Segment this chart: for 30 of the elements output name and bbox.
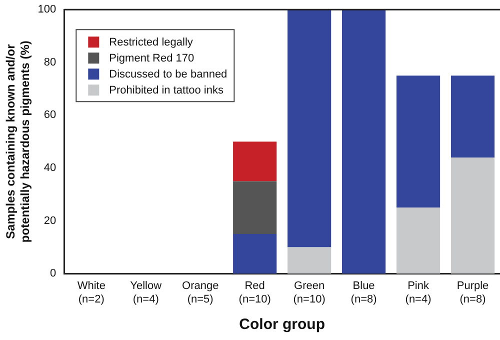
x-tick-label: Red (n=10) <box>238 280 271 306</box>
bar <box>288 10 332 248</box>
y-tick-label: 20 <box>44 214 56 227</box>
x-tick-label: Purple (n=8) <box>456 280 489 306</box>
bar <box>396 76 440 208</box>
legend-label: Discussed to be banned <box>109 68 228 81</box>
legend-label: Pigment Red 170 <box>109 52 194 65</box>
x-tick-label: Green (n=10) <box>293 280 326 306</box>
bar <box>233 234 277 274</box>
bar <box>396 208 440 274</box>
y-tick-label: 0 <box>50 268 56 280</box>
x-tick-label: Blue (n=8) <box>350 280 377 306</box>
y-tick-label: 60 <box>44 109 56 122</box>
legend-label: Restricted legally <box>109 36 194 49</box>
legend-label: Prohibited in tattoo inks <box>109 84 224 97</box>
x-tick-label: Yellow (n=4) <box>130 280 162 306</box>
y-tick-label: 40 <box>44 162 56 174</box>
bar <box>342 10 386 274</box>
bar <box>450 157 495 274</box>
y-tick-label: 80 <box>44 56 56 68</box>
x-tick-label: White (n=2) <box>77 280 106 306</box>
y-tick-label: 100 <box>38 4 56 16</box>
x-axis-title: Color group <box>239 316 325 334</box>
bar <box>450 76 495 158</box>
x-tick-label: Orange (n=5) <box>182 280 219 306</box>
x-tick-label: Pink (n=4) <box>405 280 432 306</box>
bar <box>233 142 277 182</box>
bar <box>233 181 277 234</box>
y-axis-title: Samples containing known and/or potentially hazardous pigments (%) <box>4 40 32 243</box>
bar <box>288 247 332 274</box>
